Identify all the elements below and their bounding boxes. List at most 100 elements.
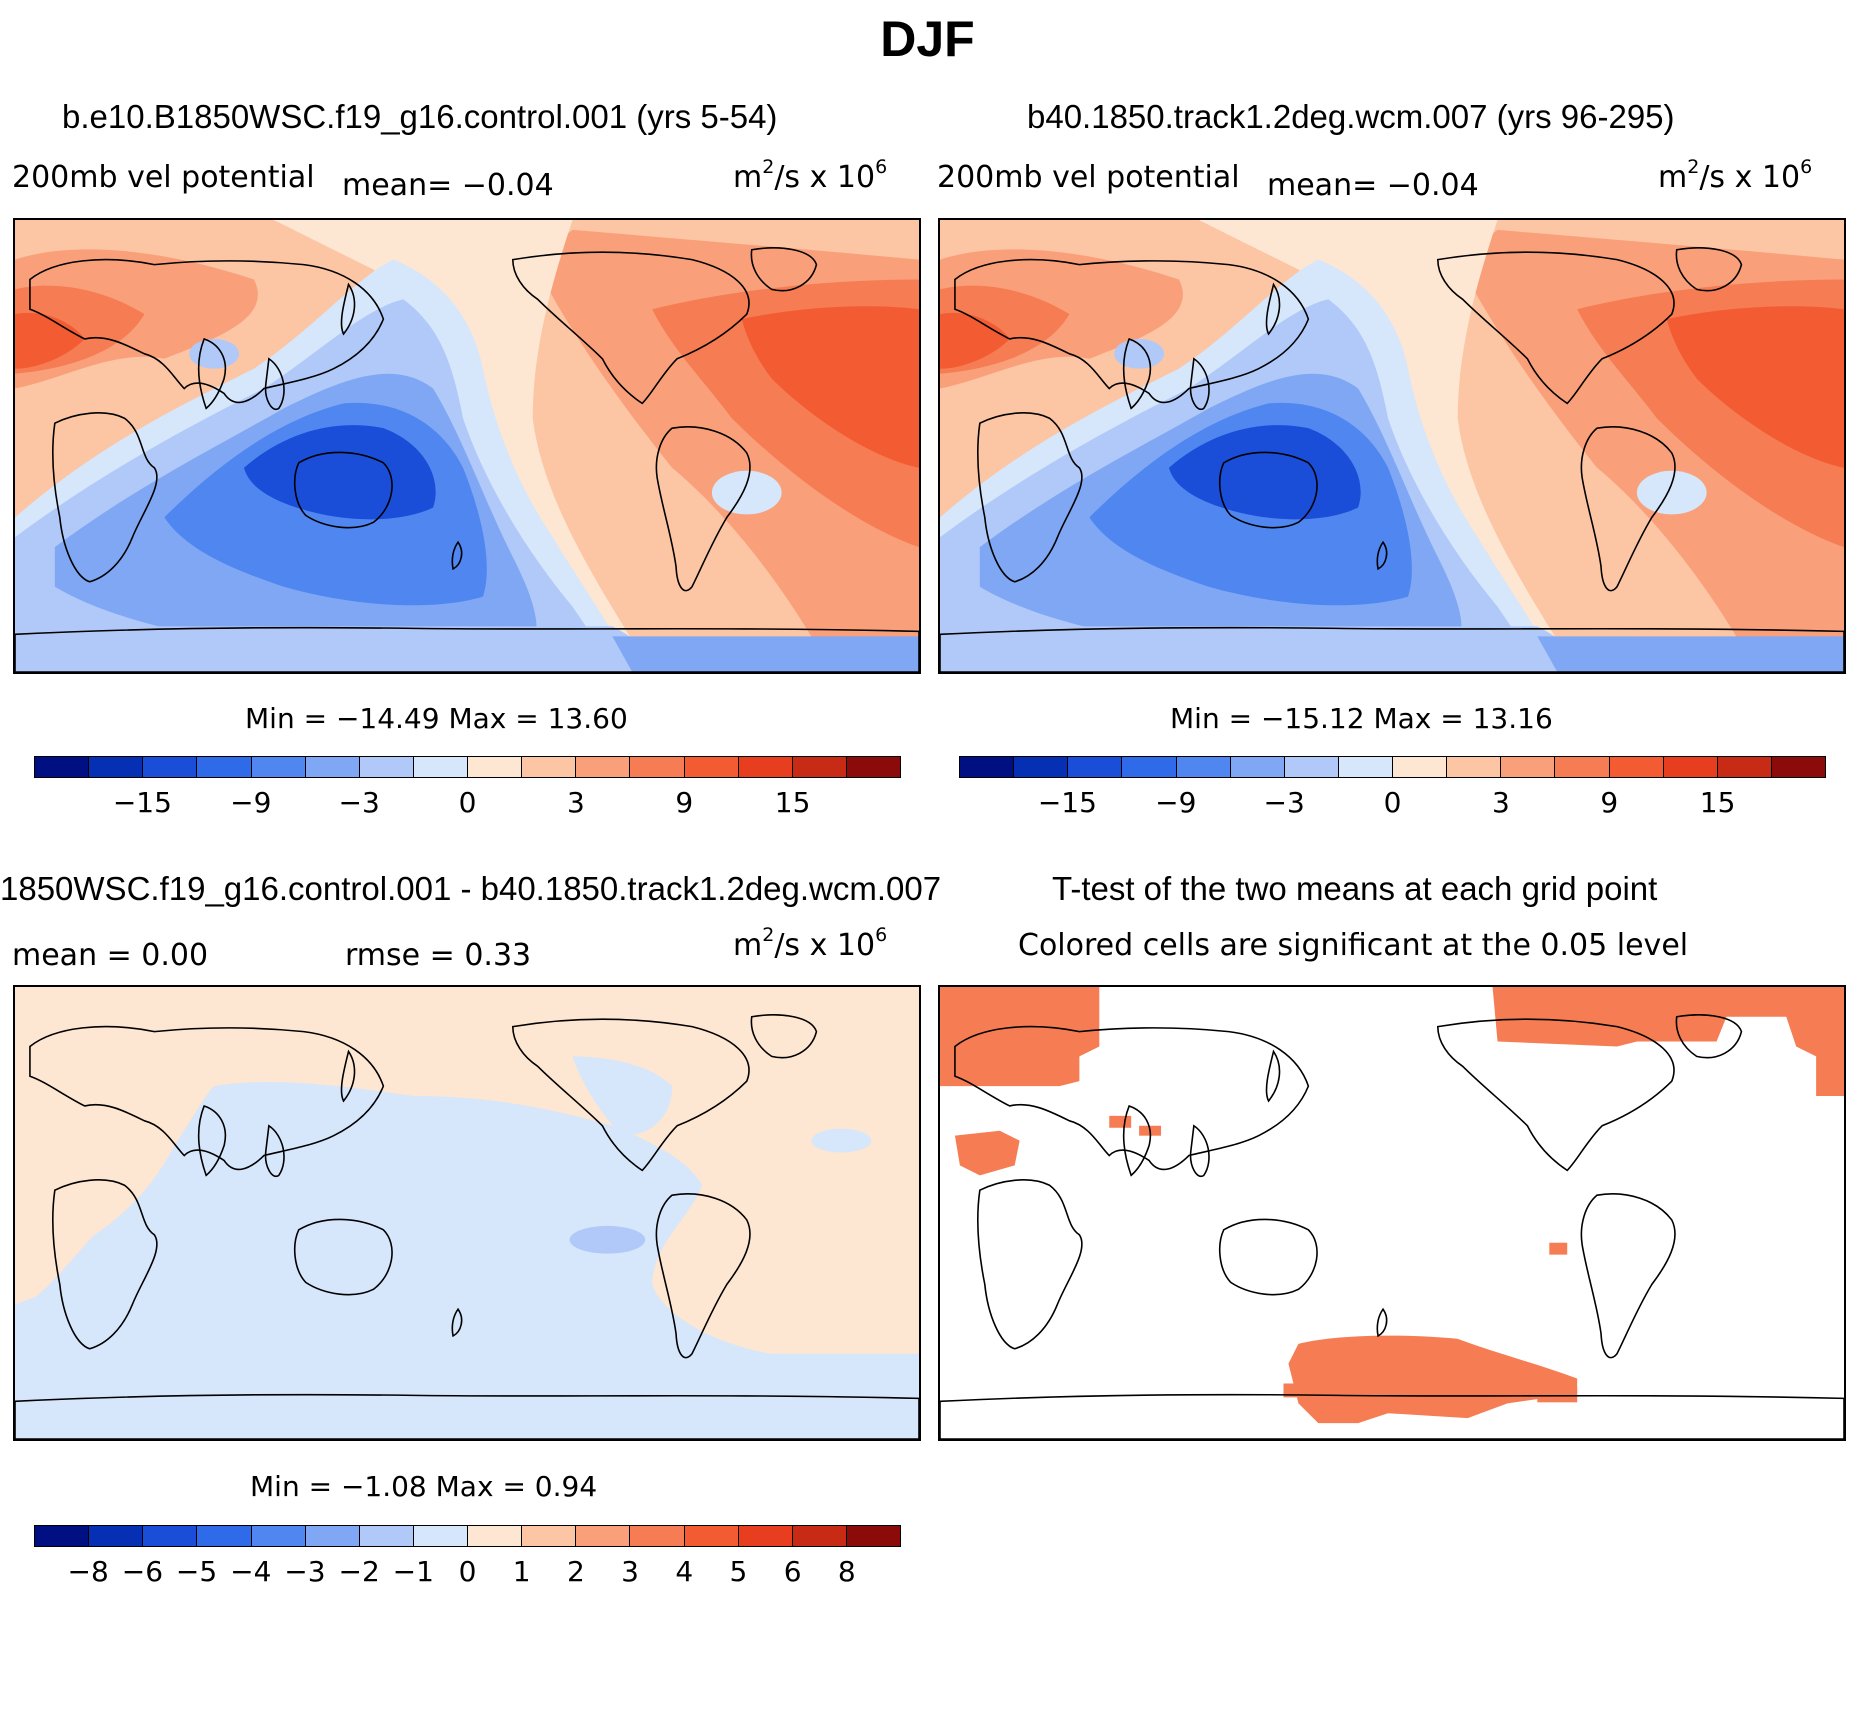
- colorbar-tick-label: 5: [729, 1555, 748, 1588]
- coastline: [264, 357, 285, 411]
- figure-title: DJF: [880, 11, 975, 67]
- colorbar-swatch: [413, 1526, 468, 1546]
- coastline: [1437, 1018, 1675, 1172]
- panel1-variable: 200mb vel potential: [12, 160, 315, 195]
- colorbar-tick-label: 4: [675, 1555, 694, 1588]
- colorbar-tick-label: −8: [67, 1555, 109, 1588]
- coastline: [940, 1393, 1844, 1439]
- contour-region: [741, 306, 919, 468]
- colorbar-swatch: [35, 757, 90, 777]
- coastline: [512, 251, 750, 405]
- colorbar-tick-label: 0: [458, 1555, 477, 1588]
- colorbar-tick-label: 9: [1600, 786, 1619, 819]
- panel1-units: m2/s x 106: [733, 156, 888, 195]
- colorbar-tick-label: −1: [392, 1555, 434, 1588]
- colorbar-tick-label: −15: [1037, 786, 1097, 819]
- contour-region: [15, 626, 663, 672]
- colorbar-tick-label: −9: [1155, 786, 1197, 819]
- panel4-map: [938, 985, 1846, 1441]
- panel3-map: [13, 985, 921, 1441]
- coastline: [940, 626, 1844, 672]
- panel3-field: [15, 987, 919, 1439]
- coastline: [15, 1393, 919, 1439]
- coastline: [1675, 247, 1743, 292]
- colorbar-swatch: [197, 757, 252, 777]
- panel4-subtitle: Colored cells are significant at the 0.0…: [1018, 928, 1689, 963]
- coastline: [340, 282, 356, 336]
- contour-region: [15, 1082, 919, 1439]
- colorbar-tick-label: 9: [675, 786, 694, 819]
- colorbar-swatch: [1338, 757, 1393, 777]
- colorbar-swatch: [1014, 757, 1069, 777]
- contour-region: [612, 636, 919, 672]
- coastline: [1580, 426, 1676, 592]
- coastline: [1189, 1124, 1210, 1178]
- colorbar-swatch: [846, 757, 900, 777]
- panel2-variable: 200mb vel potential: [937, 160, 1240, 195]
- colorbar-swatch: [630, 1526, 685, 1546]
- coastline: [1122, 1104, 1152, 1177]
- colorbar-swatch: [1230, 757, 1285, 777]
- colorbar-swatch: [1555, 757, 1610, 777]
- contour-region: [940, 626, 1588, 672]
- colorbar-swatch: [35, 1526, 90, 1546]
- coastline: [293, 451, 393, 529]
- colorbar-swatch: [89, 1526, 144, 1546]
- significant-cell-region: [954, 1130, 1020, 1176]
- colorbar-tick-label: −9: [230, 786, 272, 819]
- colorbar-tick-label: 15: [774, 786, 811, 819]
- contour-region: [15, 1274, 85, 1325]
- colorbar-swatch: [576, 757, 631, 777]
- coastline: [954, 1025, 1310, 1171]
- panel3-minmax: Min = −1.08 Max = 0.94: [250, 1470, 598, 1503]
- colorbar-tick-label: 8: [837, 1555, 856, 1588]
- colorbar-swatch: [1663, 757, 1718, 777]
- panel3-mean: mean = 0.00: [12, 938, 209, 973]
- panel2-map: [938, 218, 1846, 674]
- panel2-minmax: Min = −15.12 Max = 13.16: [1170, 702, 1553, 735]
- panel1-colorbar: [34, 756, 901, 778]
- colorbar-tick-label: −3: [1263, 786, 1305, 819]
- colorbar-swatch: [1122, 757, 1177, 777]
- coastline: [1376, 1307, 1388, 1338]
- coastline: [750, 247, 818, 292]
- colorbar-swatch: [1284, 757, 1339, 777]
- contour-region: [711, 470, 782, 515]
- colorbar-swatch: [522, 1526, 577, 1546]
- colorbar-swatch: [576, 1526, 631, 1546]
- coastline: [1265, 1049, 1281, 1103]
- panel4-field: [940, 987, 1844, 1439]
- panel3-rmse: rmse = 0.33: [345, 938, 532, 973]
- colorbar-swatch: [1393, 757, 1448, 777]
- colorbar-swatch: [251, 1526, 306, 1546]
- colorbar-tick-label: 2: [566, 1555, 585, 1588]
- panel2-title: b40.1850.track1.2deg.wcm.007 (yrs 96-295…: [1027, 98, 1675, 135]
- colorbar-swatch: [305, 757, 360, 777]
- coastline: [29, 258, 385, 404]
- coastline: [51, 412, 158, 583]
- coastline: [293, 1218, 393, 1296]
- coastline: [655, 1193, 751, 1359]
- coastline: [1376, 540, 1388, 571]
- colorbar-swatch: [89, 757, 144, 777]
- coastline: [1437, 251, 1675, 405]
- contour-region: [243, 425, 436, 520]
- contour-region: [1666, 306, 1844, 468]
- coastline: [512, 1018, 750, 1172]
- colorbar-swatch: [1068, 757, 1123, 777]
- colorbar-swatch: [738, 1526, 793, 1546]
- coastline: [1122, 337, 1152, 410]
- panel1-mean: mean= −0.04: [342, 168, 554, 203]
- colorbar-swatch: [1771, 757, 1825, 777]
- colorbar-tick-label: −3: [284, 1555, 326, 1588]
- coastline: [1218, 1218, 1318, 1296]
- coastline: [340, 1049, 356, 1103]
- colorbar-swatch: [1176, 757, 1231, 777]
- panel2-mean: mean= −0.04: [1267, 168, 1479, 203]
- contour-region: [1168, 425, 1361, 520]
- colorbar-swatch: [359, 757, 414, 777]
- contour-region: [811, 1128, 872, 1153]
- colorbar-swatch: [1609, 757, 1664, 777]
- colorbar-swatch: [468, 1526, 523, 1546]
- colorbar-tick-label: 6: [783, 1555, 802, 1588]
